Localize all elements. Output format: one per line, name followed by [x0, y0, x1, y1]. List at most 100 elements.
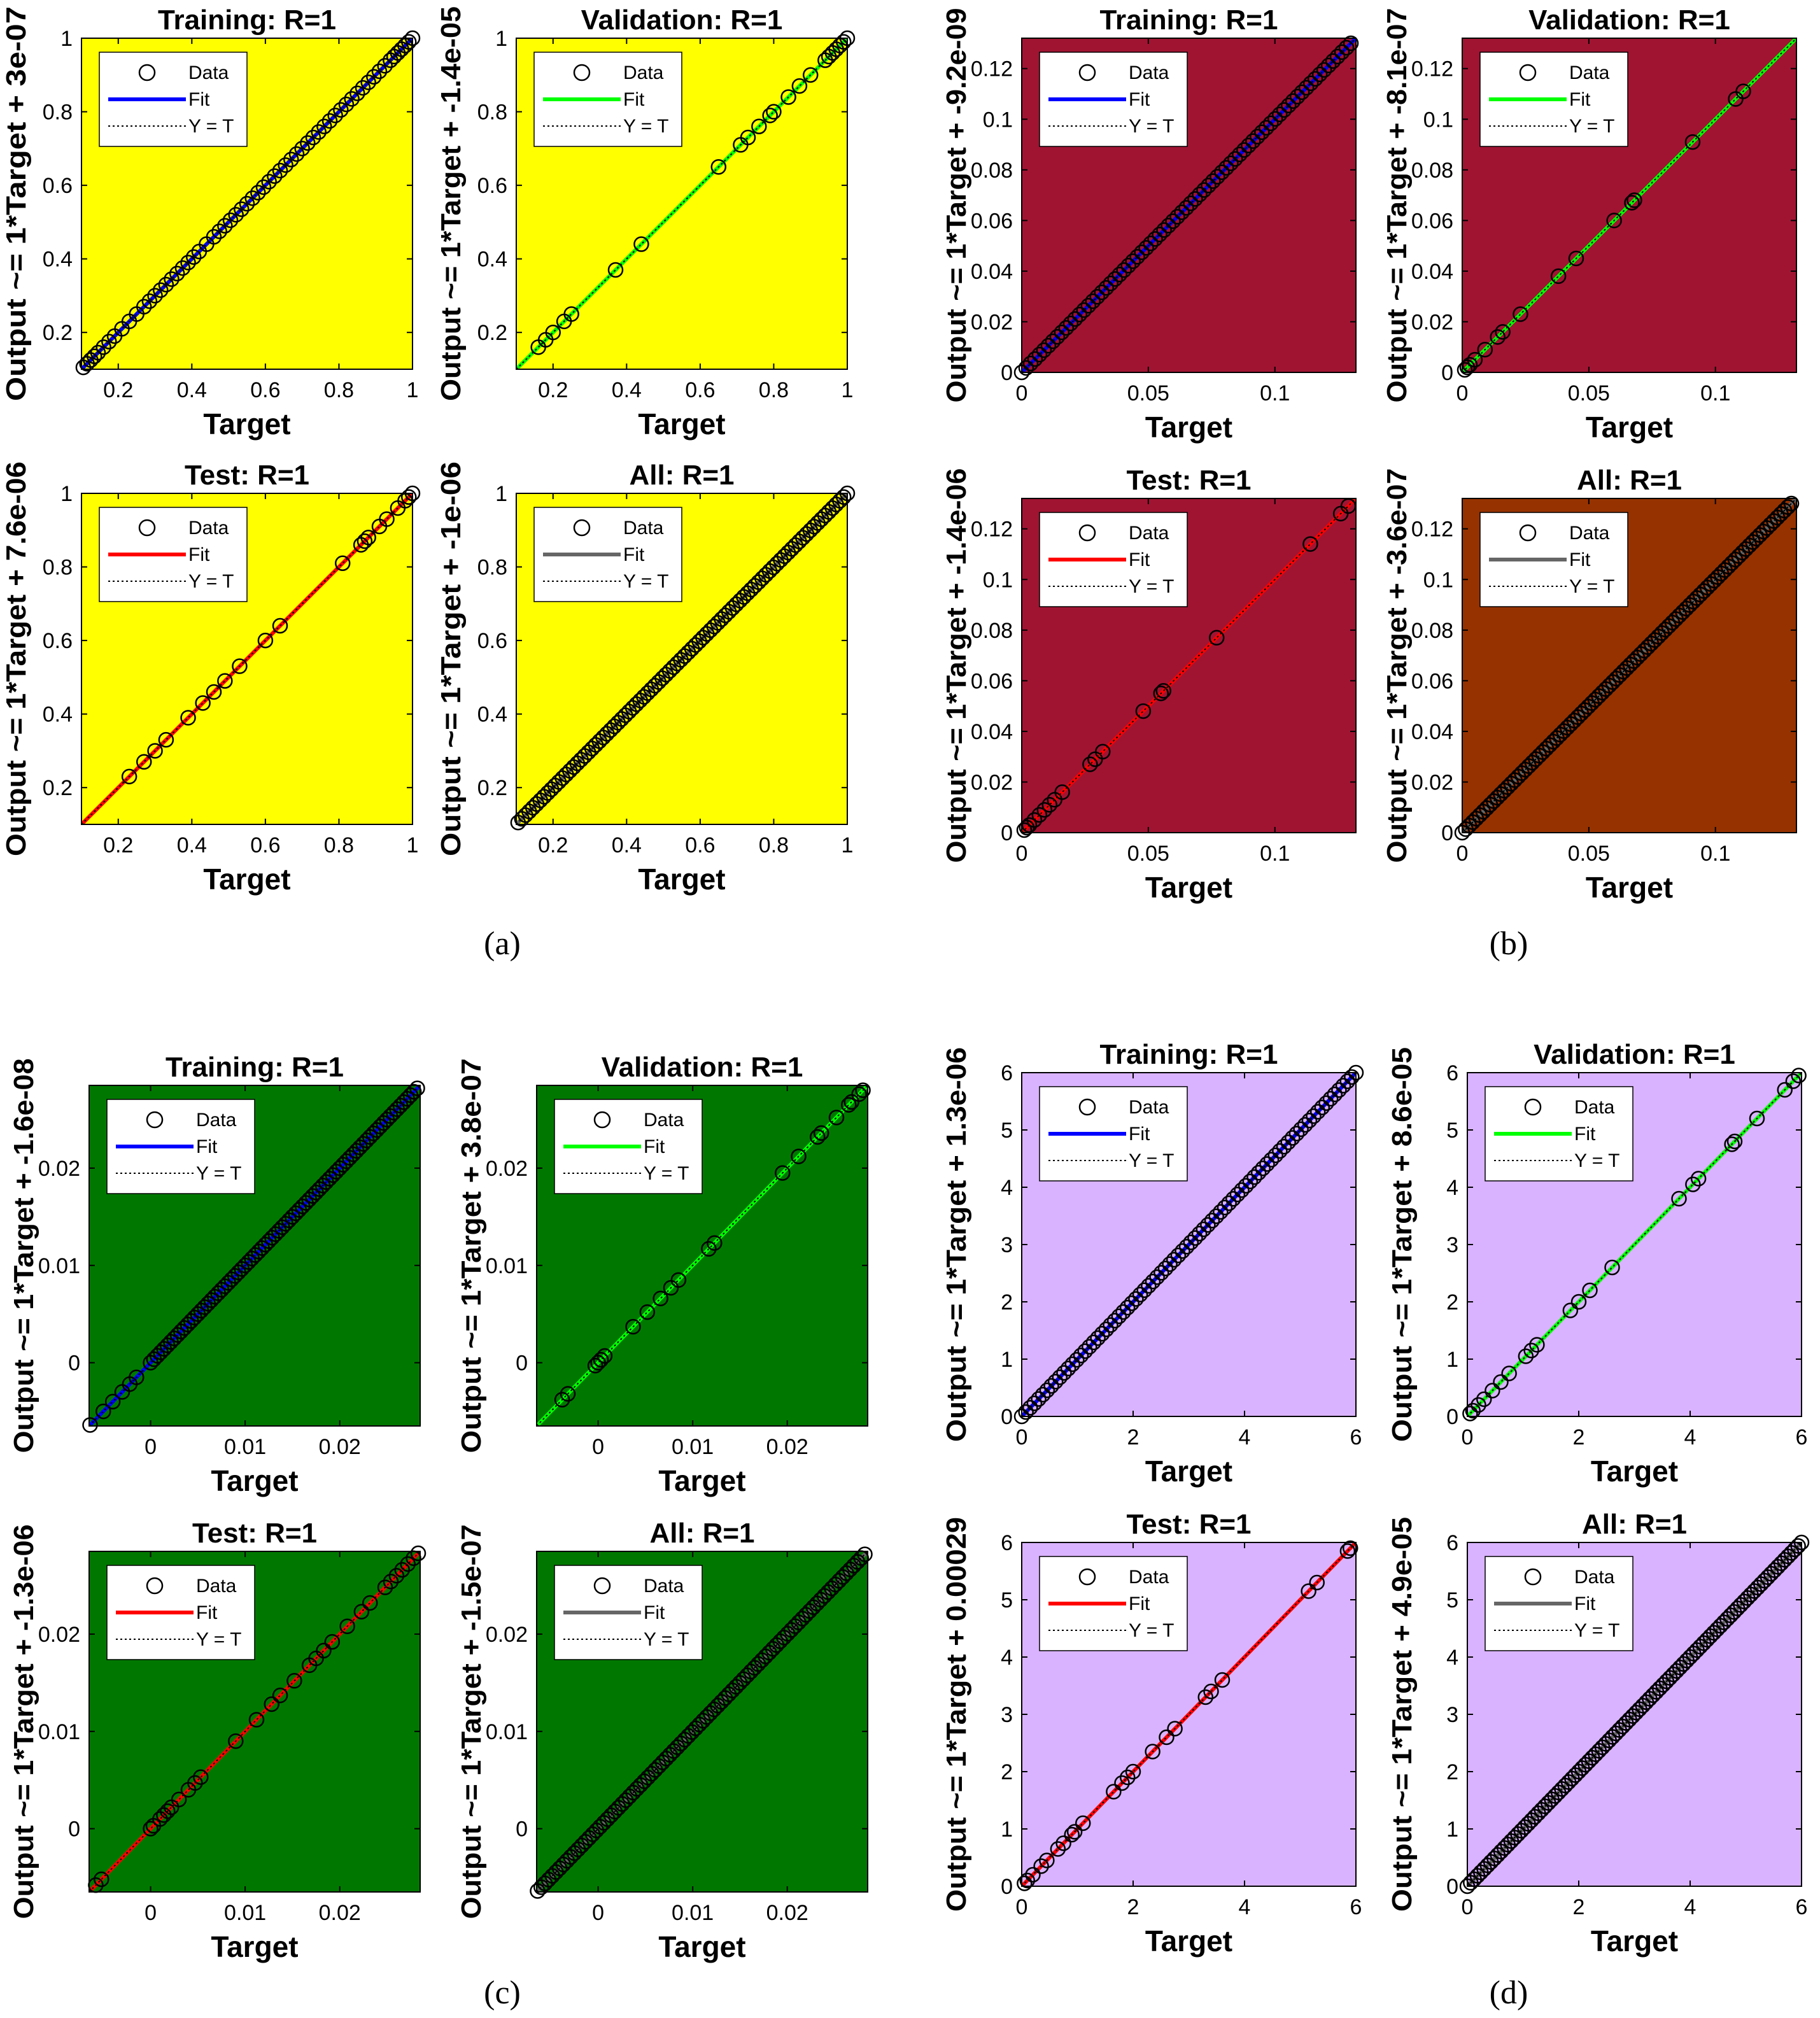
- data-point: [338, 96, 355, 113]
- x-tick-label: 0.05: [1127, 381, 1169, 406]
- legend: Data Fit Y = T: [1479, 52, 1628, 147]
- data-point: [360, 530, 376, 546]
- x-axis-label: Target: [211, 1464, 298, 1497]
- data-point: [1477, 341, 1493, 358]
- data-point: [560, 1386, 576, 1402]
- data-point: [1111, 267, 1127, 283]
- data-point: [1136, 1282, 1152, 1299]
- data-point: [356, 533, 373, 549]
- data-point: [1016, 822, 1033, 838]
- y-tick-label: 0.8: [43, 556, 73, 580]
- data-point: [1685, 1176, 1701, 1192]
- x-tick-label: 0: [1462, 1425, 1474, 1450]
- data-point: [1293, 1121, 1309, 1138]
- legend-data-marker: [1524, 1098, 1542, 1116]
- plot-border: [536, 1085, 868, 1427]
- legend: Data Fit Y = T: [1485, 1556, 1633, 1651]
- data-point: [1111, 1308, 1127, 1325]
- data-point: [775, 1165, 791, 1181]
- data-point: [1462, 1406, 1478, 1422]
- y-tick-label: 4: [1001, 1646, 1013, 1670]
- x-tick-label: 0.01: [672, 1901, 714, 1925]
- data-point: [1058, 320, 1075, 336]
- legend-data-label: Data: [623, 518, 664, 539]
- data-point: [762, 108, 778, 123]
- y-tick-label: 0.4: [477, 703, 507, 727]
- data-point: [1077, 1343, 1093, 1359]
- x-axis-label: Target: [1145, 1455, 1232, 1488]
- fit-line: [81, 38, 413, 369]
- data-point: [1089, 288, 1106, 305]
- fit-line: [81, 493, 413, 824]
- y-tick-label: 0.6: [43, 174, 73, 198]
- data-point: [1120, 1769, 1136, 1786]
- x-tick-label: 2: [1573, 1425, 1585, 1450]
- data-point: [1073, 1348, 1089, 1364]
- data-point: [141, 293, 158, 309]
- x-tick-label: 1: [842, 378, 854, 402]
- legend-data-label: Data: [1129, 62, 1169, 83]
- data-point: [339, 1618, 355, 1634]
- y-tick-label: 0.1: [1423, 568, 1453, 592]
- x-axis-label: Target: [203, 863, 290, 896]
- chart-title: All: R=1: [649, 1518, 754, 1549]
- y-tick-label: 0: [1441, 821, 1453, 845]
- data-point: [104, 1394, 121, 1410]
- data-point: [1606, 213, 1622, 229]
- legend-identity-label: Y = T: [1129, 116, 1174, 137]
- y-axis-label: Output ~= 1*Target + -1.4e-06: [941, 469, 972, 863]
- data-point: [1790, 1538, 1806, 1554]
- y-tick-label: 1: [1001, 1348, 1013, 1372]
- data-point: [1493, 1374, 1509, 1390]
- chart-2: 0.2 0.4 0.6 0.8 1 0.2 0.4 0.6 0.8 1 Validation: R=…: [435, 4, 856, 441]
- data-point: [1082, 756, 1098, 772]
- data-point: [545, 324, 561, 341]
- y-tick-label: 1: [495, 482, 507, 506]
- data-point: [1329, 48, 1346, 65]
- data-point: [1250, 129, 1266, 145]
- legend-identity-label: Y = T: [1574, 1150, 1619, 1171]
- data-point: [1119, 1299, 1136, 1316]
- data-point: [1165, 213, 1181, 229]
- data-point: [1183, 195, 1199, 211]
- chart-title: Test: R=1: [1126, 465, 1251, 496]
- data-point: [1259, 1156, 1275, 1172]
- data-point: [791, 78, 808, 94]
- x-tick-label: 0.05: [1568, 381, 1610, 406]
- data-point: [1513, 306, 1528, 322]
- data-point: [1246, 1169, 1262, 1185]
- chart-title: Test: R=1: [192, 1518, 317, 1549]
- legend-identity-label: Y = T: [188, 571, 234, 592]
- data-point: [855, 1082, 871, 1098]
- data-point: [1280, 1134, 1296, 1150]
- x-tick-label: 2: [1127, 1425, 1139, 1450]
- legend-identity-label: Y = T: [644, 1163, 689, 1184]
- data-point: [1214, 164, 1230, 180]
- legend-data-marker: [593, 1111, 611, 1129]
- y-tick-label: 0: [1001, 1875, 1013, 1899]
- y-tick-label: 6: [1001, 1061, 1013, 1085]
- data-point: [171, 1791, 187, 1808]
- data-point: [305, 129, 321, 146]
- y-tick-label: 3: [1446, 1703, 1458, 1727]
- y-tick-label: 1: [495, 27, 507, 51]
- data-point: [185, 249, 202, 265]
- data-point: [1027, 351, 1043, 367]
- data-point: [828, 1110, 845, 1125]
- data-point: [1156, 222, 1172, 238]
- identity-line: [1022, 38, 1356, 372]
- chart-title: Validation: R=1: [1528, 4, 1730, 36]
- data-point: [164, 271, 180, 287]
- data-point: [563, 306, 579, 322]
- chart-10: 0 0.01 0.02 0 0.01 0.02 Validation: R=1 Target O…: [456, 1052, 871, 1497]
- x-tick-label: 0.2: [103, 378, 133, 402]
- legend-identity-label: Y = T: [623, 571, 668, 592]
- data-point: [587, 1357, 603, 1374]
- x-tick-label: 4: [1684, 1425, 1697, 1450]
- data-point: [1316, 62, 1332, 78]
- data-point: [1062, 315, 1079, 332]
- data-point: [1076, 302, 1092, 318]
- data-point: [1064, 1826, 1080, 1843]
- data-point: [1036, 342, 1052, 358]
- data-point: [701, 1241, 717, 1257]
